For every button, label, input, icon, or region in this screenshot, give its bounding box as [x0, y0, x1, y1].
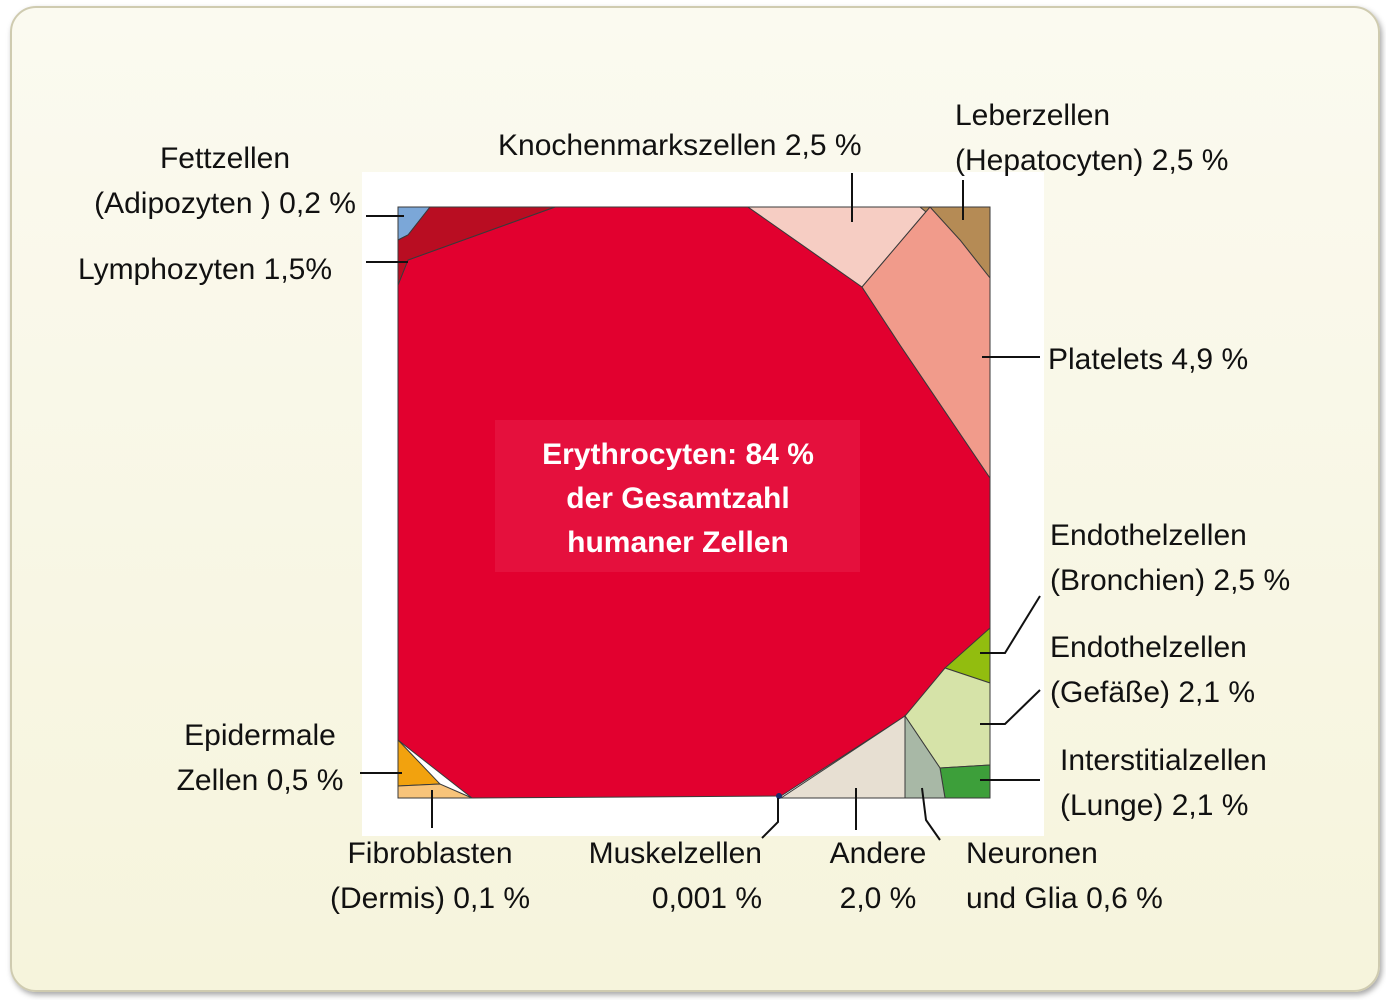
cell-andere: [779, 715, 906, 799]
center-label-line3: humaner Zellen: [567, 526, 789, 559]
label-fibroblasten-line2: (Dermis) 0,1 %: [330, 882, 530, 915]
leader-neuronen: [921, 787, 941, 841]
label-neuronen-line1: Neuronen: [966, 837, 1098, 870]
leader-endothel-gefaesse: [980, 689, 1041, 725]
cell-lymphozyten: [397, 206, 556, 286]
label-leberzellen-line1: Leberzellen: [955, 99, 1110, 132]
center-label-line1: Erythrocyten: 84 %: [542, 438, 814, 471]
cell-muskelzellen: [776, 793, 782, 799]
label-platelets: Platelets 4,9 %: [1048, 343, 1248, 376]
label-neuronen-line2: und Glia 0,6 %: [966, 882, 1163, 915]
label-endothel-gefaesse-line2: (Gefäße) 2,1 %: [1050, 676, 1255, 709]
label-andere-line2: 2,0 %: [840, 882, 917, 915]
center-label-line2: der Gesamtzahl: [566, 482, 789, 515]
center-label-box: [495, 420, 860, 572]
label-endothel-bronchien-line2: (Bronchien) 2,5 %: [1050, 564, 1290, 597]
label-epidermal-line2: Zellen 0,5 %: [177, 764, 344, 797]
label-interstitial-line1: Interstitialzellen: [1060, 744, 1267, 777]
label-endothel-gefaesse-line1: Endothelzellen: [1050, 631, 1247, 664]
label-fettzellen-line2: (Adipozyten ) 0,2 %: [94, 187, 356, 220]
leader-endothel-bronchien: [980, 595, 1041, 654]
label-epidermal-line1: Epidermale: [184, 719, 336, 752]
label-muskel-line2: 0,001 %: [652, 882, 762, 915]
leader-muskel: [761, 798, 779, 839]
cell-interstitial: [939, 764, 991, 799]
cell-platelets: [861, 206, 991, 480]
label-fettzellen-line1: Fettzellen: [160, 142, 290, 175]
label-lymphozyten: Lymphozyten 1,5%: [78, 253, 332, 286]
label-muskel-line1: Muskelzellen: [589, 837, 762, 870]
label-interstitial-line2: (Lunge) 2,1 %: [1060, 789, 1248, 822]
label-leberzellen-line2: (Hepatocyten) 2,5 %: [955, 144, 1228, 177]
label-fibroblasten-line1: Fibroblasten: [347, 837, 512, 870]
label-knochenmark: Knochenmarkszellen 2,5 %: [498, 129, 862, 162]
label-andere-line1: Andere: [830, 837, 927, 870]
cell-fibroblasten: [397, 783, 473, 799]
label-endothel-bronchien-line1: Endothelzellen: [1050, 519, 1247, 552]
